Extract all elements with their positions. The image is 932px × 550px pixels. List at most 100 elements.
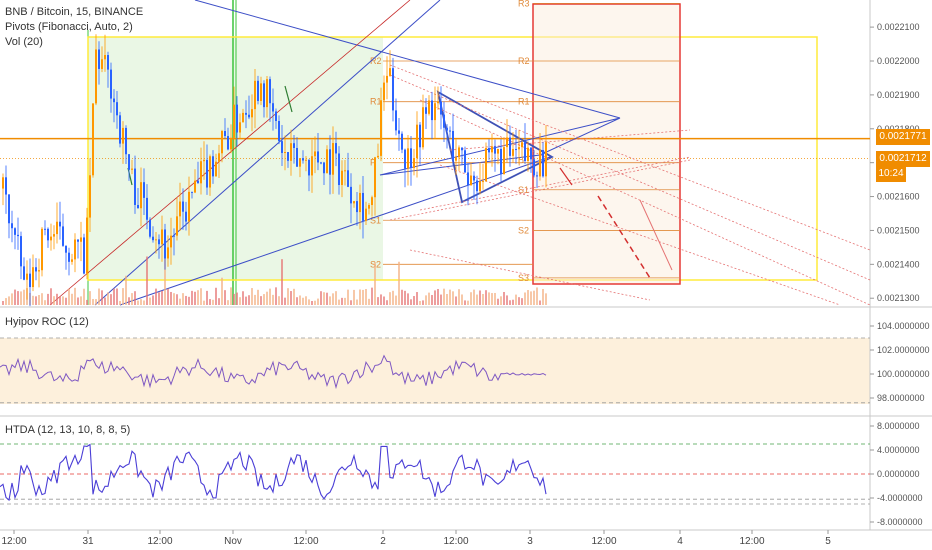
candle-body — [65, 245, 67, 253]
candle-body — [92, 103, 94, 176]
candle-body — [368, 205, 370, 209]
volume-bar — [434, 290, 436, 305]
volume-bar — [167, 288, 169, 305]
candle-body — [332, 143, 334, 175]
candle-body — [362, 192, 364, 221]
volume-bar — [365, 288, 367, 305]
htda-axis-label: 0.0000000 — [877, 469, 920, 479]
volume-bar — [188, 296, 190, 305]
candle-body — [350, 186, 352, 204]
volume-bar — [173, 293, 175, 305]
marker-arrow — [284, 85, 293, 113]
volume-bar — [125, 275, 127, 305]
volume-bar — [500, 296, 502, 305]
volume-bar — [152, 295, 154, 305]
pivots-legend[interactable]: Pivots (Fibonacci, Auto, 2) — [5, 21, 133, 33]
volume-bar — [353, 289, 355, 305]
volume-bar — [209, 299, 211, 305]
pivot-label-right: S3 — [518, 273, 529, 283]
volume-bar — [428, 292, 430, 305]
htda-axis-label: -8.0000000 — [877, 517, 923, 527]
volume-bar — [494, 292, 496, 305]
volume-bar — [164, 256, 166, 305]
volume-bar — [95, 299, 97, 305]
volume-bar — [425, 295, 427, 305]
volume-bar — [98, 288, 100, 305]
volume-bar — [461, 294, 463, 305]
volume-bar — [536, 287, 538, 305]
candle-body — [47, 228, 49, 241]
volume-bar — [38, 295, 40, 305]
volume-bar — [77, 297, 79, 305]
candle-body — [443, 114, 445, 128]
candle-body — [539, 149, 541, 177]
volume-bar — [479, 290, 481, 305]
volume-bar — [308, 299, 310, 305]
candle-body — [8, 194, 10, 224]
candle-body — [38, 270, 40, 272]
volume-bar — [377, 297, 379, 305]
volume-bar — [242, 291, 244, 305]
candle-body — [218, 153, 220, 162]
volume-bar — [455, 296, 457, 305]
candle-body — [233, 104, 235, 138]
candle-body — [113, 98, 115, 103]
candle-body — [533, 159, 535, 176]
volume-bar — [185, 295, 187, 305]
candle-body — [488, 148, 490, 153]
candle-body — [179, 201, 181, 217]
candle-body — [308, 159, 310, 176]
volume-bar — [233, 293, 235, 305]
forecast-arrow — [559, 167, 573, 186]
candle-body — [413, 158, 415, 168]
candle-body — [380, 100, 382, 156]
candle-body — [416, 124, 418, 159]
candle-body — [251, 109, 253, 118]
volume-bar — [200, 288, 202, 305]
candle-body — [302, 158, 304, 161]
htda-legend[interactable]: HTDA (12, 13, 10, 8, 8, 5) — [5, 424, 131, 436]
roc-axis-label: 104.0000000 — [877, 321, 930, 331]
volume-bar — [398, 261, 400, 305]
candle-body — [446, 127, 448, 131]
volume-bar — [410, 299, 412, 305]
candle-body — [86, 217, 88, 274]
candle-body — [149, 219, 151, 237]
roc-legend[interactable]: Hyipov ROC (12) — [5, 316, 89, 328]
volume-bar — [53, 296, 55, 305]
candle-body — [470, 175, 472, 186]
volume-bar — [134, 291, 136, 305]
volume-bar — [263, 294, 265, 305]
candle-body — [242, 112, 244, 123]
candle-body — [134, 168, 136, 205]
candle-body — [323, 162, 325, 174]
volume-bar — [326, 292, 328, 305]
volume-bar — [272, 294, 274, 305]
volume-bar — [86, 299, 88, 305]
candle-body — [170, 235, 172, 248]
volume-legend[interactable]: Vol (20) — [5, 36, 43, 48]
volume-bar — [284, 297, 286, 305]
candle-body — [110, 69, 112, 99]
candle-body — [143, 182, 145, 198]
last-price-tag: 0.0021712 — [876, 151, 930, 167]
candle-body — [140, 182, 142, 209]
candle-body — [224, 130, 226, 137]
candle-body — [26, 273, 28, 280]
candle-body — [515, 149, 517, 151]
volume-bar — [287, 288, 289, 305]
volume-bar — [194, 291, 196, 305]
candle-body — [14, 228, 16, 235]
volume-bar — [149, 297, 151, 305]
roc-axis-label: 100.0000000 — [877, 369, 930, 379]
candle-body — [59, 221, 61, 227]
trendline — [119, 156, 551, 306]
volume-bar — [128, 297, 130, 305]
roc-axis-label: 102.0000000 — [877, 345, 930, 355]
symbol-legend[interactable]: BNB / Bitcoin, 15, BINANCE — [5, 6, 144, 18]
volume-bar — [305, 296, 307, 305]
candle-body — [98, 49, 100, 69]
candle-body — [494, 146, 496, 154]
volume-bar — [68, 288, 70, 305]
